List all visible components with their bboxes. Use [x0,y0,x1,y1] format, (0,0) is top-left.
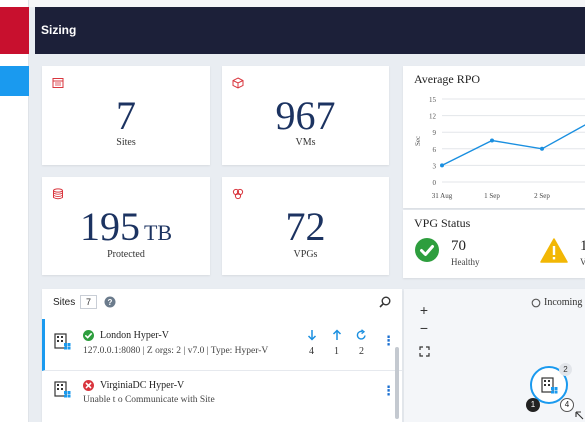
svg-text:?: ? [108,298,113,307]
rpo-ytick-label: 15 [429,96,437,104]
node-badge-right: 4 [560,398,574,412]
rpo-data-point [440,163,444,168]
incoming-count: 4 [309,346,314,357]
fit-to-screen-icon[interactable] [419,346,430,357]
rpo-axis-label: Sec [414,136,422,146]
outgoing-count: 1 [334,346,339,357]
status-error-icon [83,380,94,391]
search-icon[interactable] [379,296,391,308]
sync-count: 2 [359,346,364,357]
healthy-label: Healthy [451,257,480,267]
rpo-xtick-label: 1 Sep [484,192,500,200]
incoming-legend-label: Incoming [544,297,583,308]
brand-logo[interactable] [0,7,29,54]
rpo-title: Average RPO [414,72,481,86]
node-badge-left: 1 [526,398,540,412]
warning-label: V [580,257,585,267]
node-badge-top: 2 [559,363,572,376]
hyperv-site-icon [541,377,558,394]
vpgs-stat-card[interactable]: 72 VPGs [222,177,389,275]
hyperv-site-icon [54,381,71,398]
sites-map-panel: + − Incoming 2 1 4 [404,289,585,422]
protected-stat-card[interactable]: 195 TB Protected [42,177,210,275]
rpo-xtick-label: 31 Aug [432,192,453,200]
incoming-legend-icon [531,298,541,308]
sites-icon [52,78,64,88]
sites-scrollbar[interactable] [395,347,399,419]
incoming-arrow-icon [307,330,317,341]
site-name[interactable]: VirginiaDC Hyper-V [100,380,185,391]
sites-count-badge: 7 [80,295,97,309]
vms-label: VMs [295,137,316,148]
protected-value-wrap: 195 TB [42,203,210,250]
rpo-ytick-label: 12 [429,113,437,121]
protected-unit: TB [143,220,173,245]
warning-count: 1 [580,238,585,254]
hyperv-site-icon [54,333,71,350]
sites-panel: Sites 7 ? London Hyper-V 127.0.0.1:8080 … [42,289,402,422]
sidebar [0,0,29,422]
rpo-data-point [540,146,544,151]
rpo-ytick-label: 6 [433,146,437,154]
status-ok-icon [83,330,94,341]
row-menu-icon[interactable]: ⋮ [382,383,395,398]
rpo-ytick-label: 0 [433,179,437,187]
vpg-status-card: VPG Status 70 Healthy 1 V [403,210,585,278]
vms-stat-card[interactable]: 967 VMs [222,66,389,165]
healthy-count: 70 [451,238,466,254]
sidebar-item-active[interactable] [0,66,29,96]
vpg-icon [232,188,244,200]
rpo-xtick-label: 2 Sep [534,192,550,200]
site-row[interactable]: VirginiaDC Hyper-V Unable t o Communicat… [42,371,402,422]
cursor-arrow-icon [575,411,584,420]
database-icon [53,188,63,200]
zoom-out-button[interactable]: − [419,320,429,336]
sites-panel-title: Sites [53,297,76,308]
rpo-data-point [490,138,494,143]
rpo-ytick-label: 9 [433,129,437,137]
protected-label: Protected [107,249,145,260]
site-details: 127.0.0.1:8080 | Z orgs: 2 | v7.0 | Type… [83,346,269,356]
site-details: Unable t o Communicate with Site [83,395,215,405]
sites-label: Sites [116,137,136,148]
sync-icon [356,329,366,340]
vms-count: 967 [275,93,336,138]
zoom-in-button[interactable]: + [419,302,429,318]
vpg-status-title: VPG Status [414,216,471,230]
protected-value: 195 [79,204,140,249]
sites-stat-card[interactable]: 7 Sites [42,66,210,165]
help-icon[interactable]: ? [104,296,116,308]
site-row[interactable]: London Hyper-V 127.0.0.1:8080 | Z orgs: … [42,319,402,371]
vpgs-label: VPGs [293,249,318,260]
site-name[interactable]: London Hyper-V [100,330,169,341]
sites-panel-header: Sites 7 ? [42,289,402,315]
warning-icon [540,238,568,263]
sites-count: 7 [116,93,136,138]
page-title: Sizing [41,23,77,37]
cube-icon [232,77,244,89]
rpo-series-line [441,124,585,167]
rpo-ytick-label: 3 [433,162,437,170]
outgoing-arrow-icon [332,329,342,340]
row-menu-icon[interactable]: ⋮ [382,333,395,348]
page-header: Sizing [35,7,585,54]
vpgs-count: 72 [285,204,326,249]
top-strip [0,0,585,7]
healthy-check-icon [415,238,439,262]
